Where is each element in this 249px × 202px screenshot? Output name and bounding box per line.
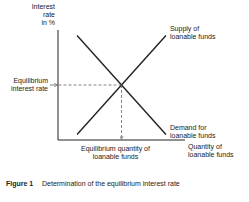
series-label: Supply ofloanable funds xyxy=(170,25,216,40)
title: Figure 1 xyxy=(6,180,33,188)
chart: Equilibrium quantity ofloanable funds Equ… xyxy=(0,0,249,202)
guide-line xyxy=(58,85,122,86)
y-axis-label: Interestratein % xyxy=(32,3,55,26)
annotation: Equilibrium quantity ofloanable funds xyxy=(81,145,150,160)
series-label: Demand forloanable funds xyxy=(170,124,216,139)
x-axis-label: Quantity ofloanable funds xyxy=(188,143,234,158)
x-axis xyxy=(58,140,185,141)
labels: Equilibrium quantity ofloanable funds Equ… xyxy=(6,3,234,188)
guide-line xyxy=(121,85,122,140)
subtitle: Determination of the equilibrium interes… xyxy=(42,180,180,188)
arrow xyxy=(50,85,58,86)
annotation: Equilibriuminterest rate xyxy=(11,77,48,92)
